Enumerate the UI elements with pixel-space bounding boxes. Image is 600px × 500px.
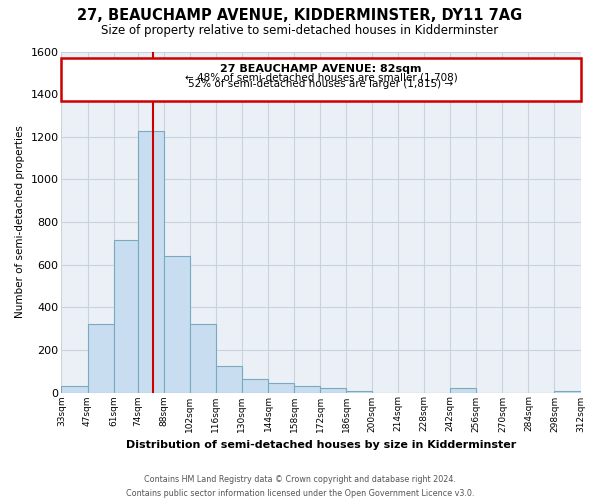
X-axis label: Distribution of semi-detached houses by size in Kidderminster: Distribution of semi-detached houses by … [126, 440, 516, 450]
Text: Contains HM Land Registry data © Crown copyright and database right 2024.
Contai: Contains HM Land Registry data © Crown c… [126, 476, 474, 498]
Bar [190, 324, 216, 392]
Text: ← 48% of semi-detached houses are smaller (1,708): ← 48% of semi-detached houses are smalle… [185, 72, 457, 83]
Bar [138, 132, 164, 392]
Bar [242, 378, 268, 392]
Y-axis label: Number of semi-detached properties: Number of semi-detached properties [15, 126, 25, 318]
Text: 52% of semi-detached houses are larger (1,815) →: 52% of semi-detached houses are larger (… [188, 79, 454, 89]
Bar [216, 366, 242, 392]
Bar [61, 386, 88, 392]
Bar [61, 58, 581, 100]
Text: Size of property relative to semi-detached houses in Kidderminster: Size of property relative to semi-detach… [101, 24, 499, 37]
Bar [268, 383, 294, 392]
Bar [88, 324, 113, 392]
Bar [320, 388, 346, 392]
Bar [113, 240, 138, 392]
Bar [294, 386, 320, 392]
Bar [164, 256, 190, 392]
Bar [450, 388, 476, 392]
Text: 27 BEAUCHAMP AVENUE: 82sqm: 27 BEAUCHAMP AVENUE: 82sqm [220, 64, 422, 74]
Text: 27, BEAUCHAMP AVENUE, KIDDERMINSTER, DY11 7AG: 27, BEAUCHAMP AVENUE, KIDDERMINSTER, DY1… [77, 8, 523, 22]
